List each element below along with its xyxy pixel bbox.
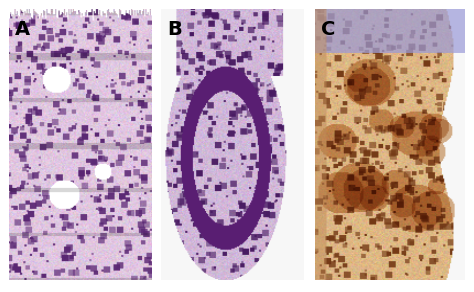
Text: A: A [15,20,30,39]
Text: B: B [167,20,182,39]
Text: C: C [321,20,336,39]
